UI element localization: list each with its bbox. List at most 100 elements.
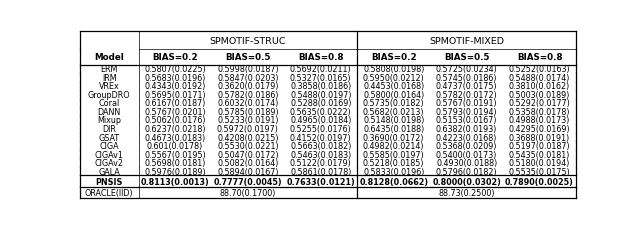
Text: 0.4930(0.0188): 0.4930(0.0188) [436, 158, 497, 167]
Text: 0.7777(0.0045): 0.7777(0.0045) [214, 177, 282, 186]
Text: 0.5785(0.0189): 0.5785(0.0189) [217, 108, 278, 116]
Text: 0.5950(0.0212): 0.5950(0.0212) [363, 74, 424, 82]
Text: 0.5585(0.0197): 0.5585(0.0197) [363, 150, 424, 159]
Text: 0.4673(0.0183): 0.4673(0.0183) [145, 133, 205, 142]
Text: 0.5767(0.0201): 0.5767(0.0201) [144, 108, 206, 116]
Text: 0.4223(0.0168): 0.4223(0.0168) [436, 133, 497, 142]
Text: 0.4208(0.0215): 0.4208(0.0215) [217, 133, 278, 142]
Text: 0.3810(0.0162): 0.3810(0.0162) [509, 82, 570, 91]
Text: 0.6237(0.0218): 0.6237(0.0218) [144, 124, 205, 133]
Text: 0.5148(0.0198): 0.5148(0.0198) [363, 116, 424, 125]
Text: 0.5796(0.0182): 0.5796(0.0182) [436, 167, 497, 176]
Text: 0.5535(0.0175): 0.5535(0.0175) [509, 167, 570, 176]
Text: 0.5782(0.0186): 0.5782(0.0186) [217, 90, 278, 99]
Text: 0.5292(0.0177): 0.5292(0.0177) [509, 99, 570, 108]
Text: 88.73(0.2500): 88.73(0.2500) [438, 188, 495, 197]
Text: 0.5358(0.0178): 0.5358(0.0178) [509, 108, 570, 116]
Text: 0.5635(0.0222): 0.5635(0.0222) [290, 108, 352, 116]
Text: 0.5197(0.0187): 0.5197(0.0187) [509, 141, 570, 150]
Text: GroupDRO: GroupDRO [88, 90, 131, 99]
Text: 0.5288(0.0169): 0.5288(0.0169) [290, 99, 351, 108]
Text: 0.5976(0.0189): 0.5976(0.0189) [144, 167, 206, 176]
Text: 0.4988(0.0173): 0.4988(0.0173) [509, 116, 570, 125]
Text: ERM: ERM [100, 65, 118, 74]
Text: DANN: DANN [98, 108, 121, 116]
Text: 0.5463(0.0183): 0.5463(0.0183) [290, 150, 351, 159]
Text: BIAS=0.8: BIAS=0.8 [516, 53, 563, 62]
Text: 0.5122(0.0179): 0.5122(0.0179) [290, 158, 352, 167]
Text: 0.5435(0.0181): 0.5435(0.0181) [509, 150, 570, 159]
Text: 0.5682(0.0213): 0.5682(0.0213) [363, 108, 424, 116]
Text: 0.5530(0.0221): 0.5530(0.0221) [217, 141, 278, 150]
Text: 0.4152(0.0197): 0.4152(0.0197) [290, 133, 351, 142]
Text: 0.5368(0.0209): 0.5368(0.0209) [436, 141, 497, 150]
Text: SPMOTIF-MIXED: SPMOTIF-MIXED [429, 36, 504, 45]
Text: 0.6435(0.0188): 0.6435(0.0188) [363, 124, 424, 133]
Text: 0.4343(0.0192): 0.4343(0.0192) [144, 82, 205, 91]
Text: 0.5180(0.0194): 0.5180(0.0194) [509, 158, 570, 167]
Text: 0.5998(0.0187): 0.5998(0.0187) [217, 65, 278, 74]
Text: SPMOTIF-STRUC: SPMOTIF-STRUC [210, 36, 286, 45]
Text: 0.5782(0.0172): 0.5782(0.0172) [436, 90, 497, 99]
Text: 0.5735(0.0182): 0.5735(0.0182) [363, 99, 424, 108]
Text: 0.5488(0.0197): 0.5488(0.0197) [290, 90, 351, 99]
Text: CIGAv1: CIGAv1 [95, 150, 124, 159]
Text: 88.70(0.1700): 88.70(0.1700) [220, 188, 276, 197]
Text: 0.3690(0.0172): 0.3690(0.0172) [363, 133, 424, 142]
Text: 0.5327(0.0165): 0.5327(0.0165) [290, 74, 351, 82]
Text: 0.5218(0.0185): 0.5218(0.0185) [363, 158, 424, 167]
Text: 0.5695(0.0171): 0.5695(0.0171) [144, 90, 206, 99]
Text: Mixup: Mixup [97, 116, 121, 125]
Text: 0.4295(0.0169): 0.4295(0.0169) [509, 124, 570, 133]
Text: 0.5692(0.0211): 0.5692(0.0211) [290, 65, 351, 74]
Text: 0.5807(0.0225): 0.5807(0.0225) [144, 65, 206, 74]
Text: IRM: IRM [102, 74, 116, 82]
Text: 0.4982(0.0214): 0.4982(0.0214) [363, 141, 424, 150]
Text: 0.3620(0.0179): 0.3620(0.0179) [217, 82, 278, 91]
Text: 0.5725(0.0234): 0.5725(0.0234) [436, 65, 497, 74]
Text: 0.5255(0.0176): 0.5255(0.0176) [290, 124, 352, 133]
Text: PNSIS: PNSIS [95, 177, 123, 186]
Text: 0.6167(0.0187): 0.6167(0.0187) [144, 99, 205, 108]
Text: 0.4453(0.0168): 0.4453(0.0168) [363, 82, 424, 91]
Text: BIAS=0.5: BIAS=0.5 [225, 53, 271, 62]
Text: 0.5153(0.0167): 0.5153(0.0167) [436, 116, 497, 125]
Text: 0.5683(0.0196): 0.5683(0.0196) [144, 74, 205, 82]
Text: 0.5062(0.0176): 0.5062(0.0176) [144, 116, 205, 125]
Text: GALA: GALA [99, 167, 120, 176]
Text: BIAS=0.2: BIAS=0.2 [152, 53, 198, 62]
Text: GSAT: GSAT [99, 133, 120, 142]
Text: VREx: VREx [99, 82, 120, 91]
Text: CIGA: CIGA [99, 141, 119, 150]
Text: 0.5047(0.0172): 0.5047(0.0172) [217, 150, 278, 159]
Text: 0.8113(0.0013): 0.8113(0.0013) [141, 177, 209, 186]
Text: 0.5894(0.0167): 0.5894(0.0167) [217, 167, 278, 176]
Text: BIAS=0.5: BIAS=0.5 [444, 53, 490, 62]
Text: DIR: DIR [102, 124, 116, 133]
Text: 0.5252(0.0163): 0.5252(0.0163) [509, 65, 570, 74]
Text: 0.5233(0.0191): 0.5233(0.0191) [217, 116, 278, 125]
Text: 0.5861(0.0178): 0.5861(0.0178) [290, 167, 351, 176]
Text: 0.5745(0.0186): 0.5745(0.0186) [436, 74, 497, 82]
Text: 0.601(0.0178): 0.601(0.0178) [147, 141, 203, 150]
Text: BIAS=0.2: BIAS=0.2 [371, 53, 417, 62]
Text: 0.5003(0.0189): 0.5003(0.0189) [509, 90, 570, 99]
Text: ORACLE(IID): ORACLE(IID) [85, 188, 134, 197]
Text: Coral: Coral [99, 99, 120, 108]
Text: 0.5082(0.0164): 0.5082(0.0164) [217, 158, 278, 167]
Text: 0.5698(0.0181): 0.5698(0.0181) [144, 158, 205, 167]
Text: 0.7890(0.0025): 0.7890(0.0025) [505, 177, 574, 186]
Text: 0.6032(0.0174): 0.6032(0.0174) [217, 99, 278, 108]
Text: 0.3688(0.0191): 0.3688(0.0191) [509, 133, 570, 142]
Text: 0.5793(0.0194): 0.5793(0.0194) [436, 108, 497, 116]
Text: 0.5488(0.0174): 0.5488(0.0174) [509, 74, 570, 82]
Text: 0.5972(0.0197): 0.5972(0.0197) [217, 124, 279, 133]
Text: 0.5808(0.0198): 0.5808(0.0198) [363, 65, 424, 74]
Text: BIAS=0.8: BIAS=0.8 [298, 53, 344, 62]
Text: 0.5847(0.0203): 0.5847(0.0203) [217, 74, 278, 82]
Text: Model: Model [94, 53, 124, 62]
Text: 0.4737(0.0175): 0.4737(0.0175) [436, 82, 497, 91]
Text: 0.5663(0.0182): 0.5663(0.0182) [290, 141, 351, 150]
Text: 0.5800(0.0164): 0.5800(0.0164) [363, 90, 424, 99]
Text: 0.8128(0.0662): 0.8128(0.0662) [359, 177, 428, 186]
